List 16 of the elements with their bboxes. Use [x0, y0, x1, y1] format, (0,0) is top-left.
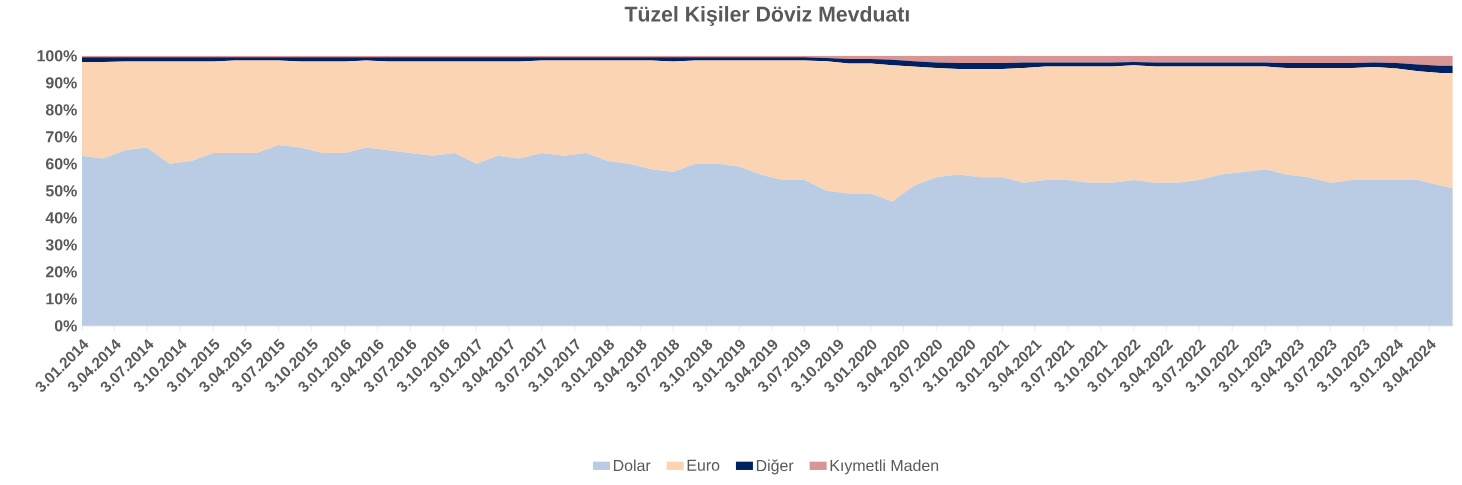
y-tick-label: 70%	[46, 131, 77, 143]
legend-label: Kıymetli Maden	[830, 459, 939, 475]
legend-label: Euro	[687, 459, 720, 471]
y-tick-label: 100%	[37, 50, 77, 62]
y-tick-label: 20%	[45, 266, 77, 278]
y-tick-label: 60%	[45, 158, 77, 170]
y-tick-label: 0%	[54, 320, 77, 332]
y-tick-label: 40%	[45, 212, 77, 224]
y-tick-label: 80%	[45, 104, 77, 116]
y-tick-label: 50%	[45, 185, 77, 197]
y-tick-label: 30%	[45, 239, 77, 251]
legend-label: Dolar	[613, 459, 651, 472]
y-tick-label: 90%	[45, 77, 77, 89]
legend-label: Diğer	[756, 459, 794, 475]
y-tick-label: 10%	[46, 293, 77, 305]
chart-title: Tüzel Kişiler Döviz Mevduatı	[624, 6, 909, 26]
